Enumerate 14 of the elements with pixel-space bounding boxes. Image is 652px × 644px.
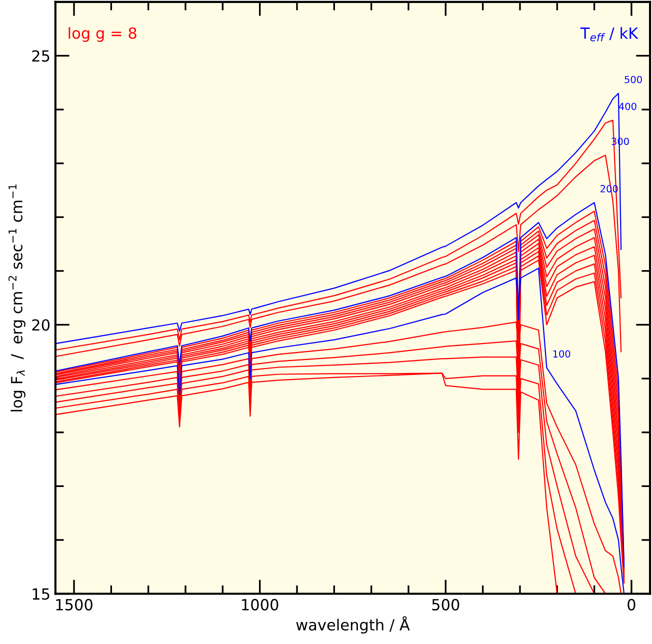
annotation: 500 [624,76,642,84]
x-tick-label: 500 [432,598,460,610]
y-axis-title: log F$_{λ}$ / erg cm$^{−2}$ sec$^{−1}$ cm$^{−1}$ [8,184,26,412]
x-tick-label: 1500 [56,598,92,610]
y-tick-label: 15 [32,588,50,600]
annotation: 400 [618,102,636,110]
y-tick-label: 25 [32,50,50,62]
x-axis-title: wavelength / Å [296,616,410,634]
annotation: 100 [553,350,570,358]
x-tick-label: 0 [628,598,636,610]
annotation: T$_{eff}$ / kK [580,27,638,42]
y-tick-label: 20 [32,319,50,331]
annotation: log g = 8 [68,27,136,42]
x-tick-label: 1000 [242,598,278,610]
